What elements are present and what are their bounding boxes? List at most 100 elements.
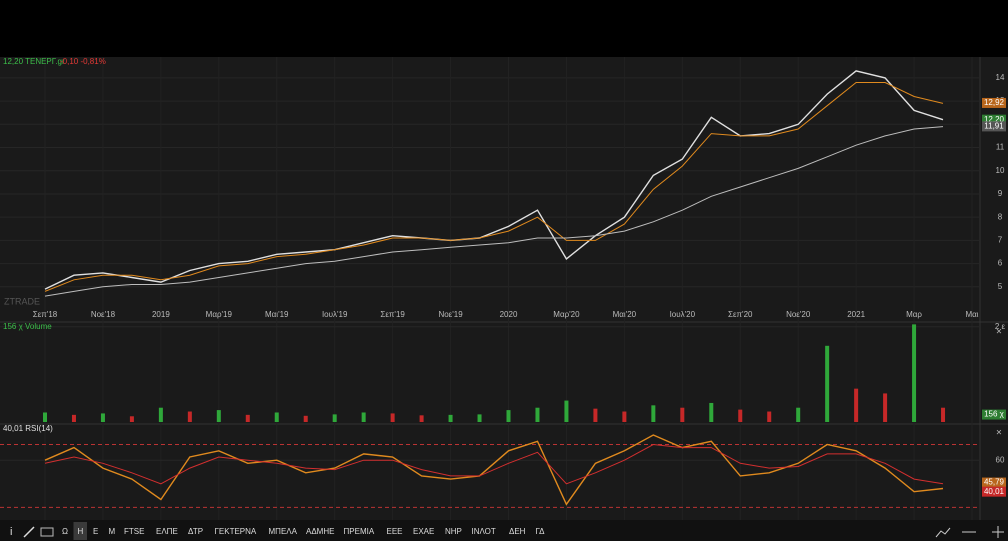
toolbar-item[interactable]: ΓΔ	[536, 527, 546, 536]
toolbar-active	[73, 522, 87, 540]
series-line	[44, 126, 944, 297]
draw-icon[interactable]	[23, 526, 35, 538]
y-tick-label: 9	[998, 189, 1003, 198]
volume-bar	[187, 411, 192, 422]
y-tick-label: 60	[996, 455, 1005, 464]
price-marker-label: 12,20	[984, 115, 1005, 124]
panel-subtitle: -0,10 -0,81%	[60, 57, 106, 66]
price-marker	[982, 477, 1006, 488]
toolbar-item[interactable]: ΔΤΡ	[188, 527, 203, 536]
series-line	[44, 434, 944, 506]
volume-bar	[825, 345, 830, 422]
volume-bar	[564, 400, 569, 422]
volume-bar	[100, 413, 105, 422]
volume-bar	[622, 411, 627, 422]
price-marker	[982, 114, 1006, 125]
volume-bar	[854, 388, 859, 422]
x-tick-label: Μαι	[965, 310, 978, 319]
volume-bar	[709, 402, 714, 422]
price-marker	[982, 486, 1006, 497]
y-tick-label: 2 ε	[995, 322, 1006, 331]
close-icon[interactable]: ×	[996, 327, 1002, 338]
x-tick-label: 2019	[152, 310, 170, 319]
volume-bar	[912, 324, 917, 422]
x-tick-label: Ιουλ'20	[670, 310, 696, 319]
volume-bar	[216, 410, 221, 422]
watermark: ZTRADE	[4, 296, 40, 306]
x-tick-label: Νοε'19	[438, 310, 463, 319]
volume-bar	[593, 408, 598, 422]
grid-icon[interactable]	[40, 527, 54, 537]
volume-bar	[477, 414, 482, 422]
x-tick-label: Νοε'18	[91, 310, 116, 319]
series-line	[44, 82, 944, 292]
volume-bar	[448, 414, 453, 422]
toolbar-item[interactable]: ΙΝΛΟΤ	[472, 527, 496, 536]
x-tick-label: Νοε'20	[786, 310, 811, 319]
y-tick-label: 8	[998, 212, 1003, 221]
toolbar-item[interactable]: Ε	[93, 527, 98, 536]
toolbar	[0, 520, 1008, 541]
x-tick-label: Ιουλ'19	[322, 310, 348, 319]
top-bar	[0, 0, 1008, 57]
x-tick-label: Μαρ	[906, 310, 922, 319]
x-tick-label: Σεπ'19	[380, 310, 405, 319]
y-tick-label: 5	[998, 282, 1003, 291]
y-tick-label: 11	[996, 143, 1005, 152]
toolbar-item[interactable]: Ω	[62, 527, 68, 536]
x-tick-label: 2020	[500, 310, 518, 319]
chart-icon[interactable]	[935, 527, 951, 538]
toolbar-item[interactable]: ΠΡΕΜΙΑ	[344, 527, 375, 536]
x-tick-label: Μαρ'19	[206, 310, 233, 319]
panel-title: 12,20 ΤΕΝΕΡΓ.gr	[3, 57, 65, 66]
series-line	[44, 70, 944, 290]
price-marker-label: 45,79	[984, 478, 1005, 487]
toolbar-icons: i	[10, 526, 1004, 538]
volume-bar	[941, 407, 946, 422]
volume-bar	[506, 410, 511, 422]
toolbar-item[interactable]: ΔΕΗ	[509, 527, 526, 536]
volume-bar	[332, 414, 337, 422]
volume-bar	[767, 411, 772, 422]
volume-bar	[651, 405, 656, 422]
volume-bar	[361, 412, 366, 422]
price-marker	[982, 121, 1006, 132]
volume-bar	[390, 413, 395, 422]
toolbar-item[interactable]: ΕΧΑΕ	[413, 527, 434, 536]
toolbar-item[interactable]: ΕΕΕ	[387, 527, 403, 536]
price-marker	[982, 97, 1006, 108]
price-marker-label: 156 χ	[984, 410, 1005, 419]
x-tick-label: Σεπ'18	[33, 310, 58, 319]
volume-bar	[796, 407, 801, 422]
volume-bar	[535, 407, 540, 422]
close-icon[interactable]: ×	[996, 428, 1002, 439]
volume-bar	[158, 407, 163, 422]
volume-bar	[738, 409, 743, 422]
volume-bar	[680, 407, 685, 422]
toolbar-item[interactable]: Η	[78, 527, 84, 536]
y-tick-label: 14	[996, 73, 1005, 82]
volume-bar	[245, 414, 250, 422]
toolbar-item[interactable]: FTSE	[124, 527, 144, 536]
x-tick-label: 2021	[847, 310, 865, 319]
x-tick-label: Μαι'19	[265, 310, 289, 319]
toolbar-item[interactable]: ΝΗΡ	[445, 527, 462, 536]
toolbar-item[interactable]: ΑΔΜΗΕ	[306, 527, 334, 536]
panel-title: 40,01 RSI(14)	[3, 424, 53, 433]
price-marker-label: 11,91	[984, 122, 1004, 131]
toolbar-item[interactable]: ΕΛΠΕ	[156, 527, 178, 536]
panel-title: 156 χ Volume	[3, 322, 52, 331]
price-marker-label: 40,01	[984, 487, 1005, 496]
x-tick-label: Μαρ'20	[553, 310, 580, 319]
toolbar-item[interactable]: ΜΠΕΛΑ	[269, 527, 298, 536]
volume-bar	[303, 415, 308, 422]
toolbar-item[interactable]: Μ	[109, 527, 116, 536]
info-icon[interactable]: i	[10, 526, 12, 538]
x-tick-label: Μαι'20	[613, 310, 637, 319]
volume-bar	[274, 412, 279, 422]
price-marker	[982, 409, 1006, 420]
volume-bar	[883, 393, 888, 422]
toolbar-item[interactable]: ΓΕΚΤΕΡΝΑ	[215, 527, 257, 536]
volume-bar	[71, 414, 76, 422]
